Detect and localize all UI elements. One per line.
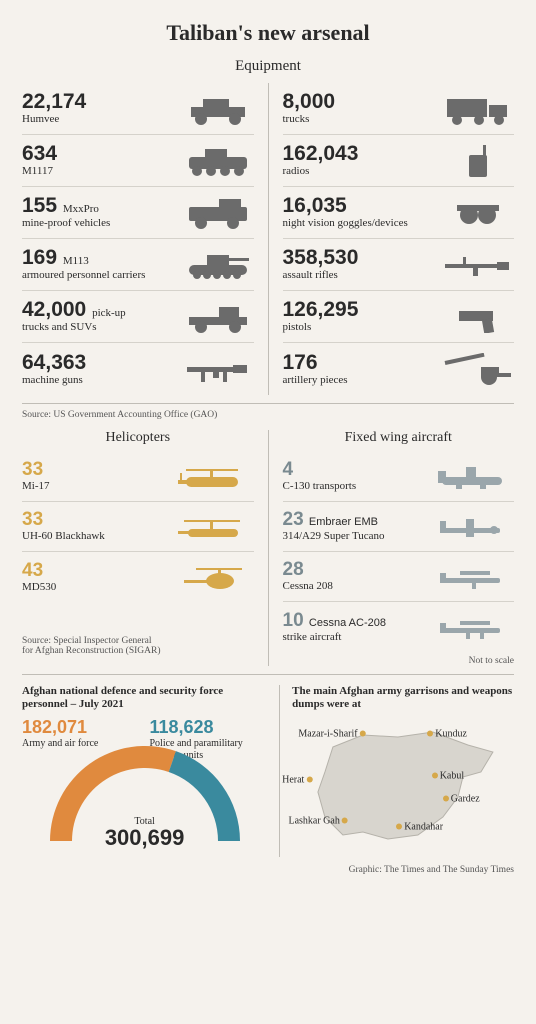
- equipment-row: 8,000 trucks: [283, 83, 515, 135]
- equipment-row: 358,530 assault rifles: [283, 239, 515, 291]
- equipment-header: Equipment: [22, 58, 514, 75]
- artillery-icon: [442, 351, 514, 387]
- equipment-row: 42,000 pick-up trucks and SUVs: [22, 291, 254, 343]
- cessna-strike-icon: [428, 609, 514, 645]
- map-city-label: Kunduz: [425, 729, 467, 740]
- pickup-icon: [182, 299, 254, 335]
- blackhawk-icon: [168, 509, 254, 545]
- aircraft-row: 28 Cessna 208: [283, 552, 515, 602]
- helicopters-header: Helicopters: [22, 430, 254, 446]
- mg-icon: [182, 351, 254, 387]
- map-city-label: Kandahar: [394, 821, 443, 832]
- equipment-row: 162,043 radios: [283, 135, 515, 187]
- personnel-donut: 182,071 Army and air force 118,628 Polic…: [22, 717, 267, 857]
- map-city-label: Gardez: [441, 793, 480, 804]
- garrisons-title: The main Afghan army garrisons and weapo…: [292, 685, 514, 711]
- helicopter-row: 33 Mi-17: [22, 452, 254, 502]
- helicopters-source: Source: Special Inspector General for Af…: [22, 636, 254, 656]
- equipment-row: 16,035 night vision goggles/devices: [283, 187, 515, 239]
- map-city-label: Kabul: [430, 771, 464, 782]
- cessna-icon: [428, 559, 514, 595]
- helicopter-row: 43 MD530: [22, 552, 254, 602]
- c130-icon: [428, 459, 514, 495]
- aircraft-header: Fixed wing aircraft: [283, 430, 515, 446]
- helicopter-row: 33 UH-60 Blackhawk: [22, 502, 254, 552]
- mrap-icon: [182, 195, 254, 231]
- afghanistan-map: Mazar-i-SharifKunduzHeratKabulGardezLash…: [292, 717, 514, 857]
- map-city-label: Herat: [282, 775, 314, 786]
- aircraft-row: 4 C-130 transports: [283, 452, 515, 502]
- equipment-row: 155 MxxPro mine-proof vehicles: [22, 187, 254, 239]
- map-city-label: Lashkar Gah: [288, 815, 349, 826]
- humvee-icon: [182, 91, 254, 127]
- radio-icon: [442, 143, 514, 179]
- md530-icon: [168, 559, 254, 595]
- scale-note: Not to scale: [283, 656, 515, 666]
- truck-icon: [442, 91, 514, 127]
- aircraft-row: 23 Embraer EMB 314/A29 Super Tucano: [283, 502, 515, 552]
- equipment-row: 176 artillery pieces: [283, 343, 515, 395]
- air-section: Helicopters 33 Mi-17 33 UH-60 Blackhawk …: [22, 430, 514, 675]
- equipment-source: Source: US Government Accounting Office …: [22, 410, 514, 420]
- rifle-icon: [442, 247, 514, 283]
- equipment-row: 169 M113 armoured personnel carriers: [22, 239, 254, 291]
- personnel-title: Afghan national defence and security for…: [22, 685, 267, 711]
- map-city-label: Mazar-i-Sharif: [298, 729, 367, 740]
- mi17-icon: [168, 459, 254, 495]
- equipment-row: 22,174 Humvee: [22, 83, 254, 135]
- graphic-credit: Graphic: The Times and The Sunday Times: [22, 865, 514, 875]
- equipment-row: 126,295 pistols: [283, 291, 515, 343]
- nvg-icon: [442, 195, 514, 231]
- tucano-icon: [428, 509, 514, 545]
- main-title: Taliban's new arsenal: [22, 20, 514, 46]
- pistol-icon: [442, 299, 514, 335]
- tank-icon: [182, 247, 254, 283]
- aircraft-row: 10 Cessna AC-208 strike aircraft: [283, 602, 515, 652]
- equipment-grid: 22,174 Humvee 634 M1117 155 MxxPro mine-…: [22, 83, 514, 404]
- apc-icon: [182, 143, 254, 179]
- bottom-section: Afghan national defence and security for…: [22, 685, 514, 857]
- equipment-row: 64,363 machine guns: [22, 343, 254, 395]
- equipment-row: 634 M1117: [22, 135, 254, 187]
- total-value: 300,699: [105, 825, 185, 851]
